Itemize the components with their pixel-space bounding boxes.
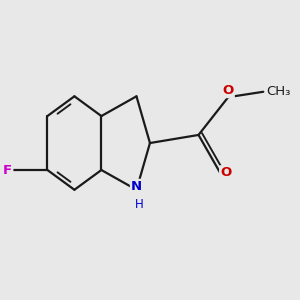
Text: F: F [3, 164, 12, 176]
Text: CH₃: CH₃ [266, 85, 290, 98]
Text: N: N [131, 180, 142, 193]
Text: H: H [135, 199, 143, 212]
Text: O: O [223, 84, 234, 97]
Text: O: O [220, 166, 231, 179]
